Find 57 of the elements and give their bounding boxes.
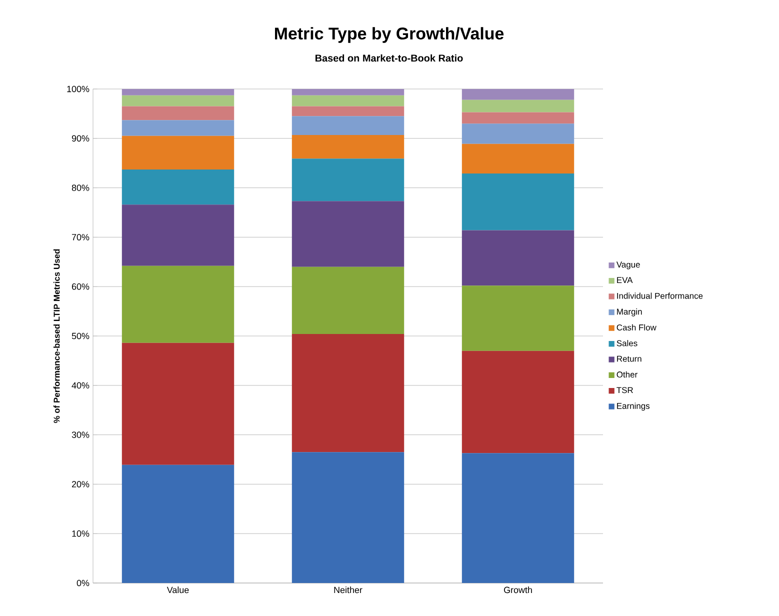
y-tick-label: 10% bbox=[72, 530, 90, 537]
bar bbox=[292, 334, 404, 452]
legend-label: Cash Flow bbox=[616, 324, 656, 330]
bar bbox=[462, 453, 574, 583]
x-tick-label: Neither bbox=[334, 586, 362, 594]
bar bbox=[462, 173, 574, 230]
x-tick-label: Growth bbox=[504, 586, 532, 594]
legend-label: TSR bbox=[616, 387, 633, 394]
bar bbox=[462, 230, 574, 286]
x-tick-label: Value bbox=[166, 586, 189, 594]
bar bbox=[462, 350, 574, 454]
bar bbox=[292, 452, 404, 583]
y-tick-label: 50% bbox=[72, 332, 90, 340]
legend-label: EVA bbox=[617, 277, 633, 283]
legend-label: Margin bbox=[617, 308, 642, 316]
legend-label: Individual Performance bbox=[617, 292, 703, 299]
bar bbox=[462, 112, 574, 124]
legend-label: Vague bbox=[616, 262, 640, 270]
bar bbox=[292, 106, 404, 116]
bar bbox=[462, 144, 574, 174]
bar bbox=[122, 136, 234, 170]
legend-label: Earnings bbox=[617, 402, 650, 411]
bar bbox=[462, 124, 574, 144]
y-tick-label: 0% bbox=[76, 580, 90, 586]
y-tick-label: 60% bbox=[72, 283, 90, 290]
bar bbox=[462, 88, 574, 100]
bar bbox=[122, 464, 234, 583]
y-tick-label: 90% bbox=[72, 135, 90, 142]
y-tick-label: 100% bbox=[67, 86, 90, 92]
legend-label: Return bbox=[617, 356, 642, 362]
bar bbox=[292, 95, 404, 106]
bar bbox=[292, 266, 404, 334]
y-tick-label: 40% bbox=[72, 382, 90, 389]
legend-label: Sales bbox=[616, 340, 638, 346]
chart-title: Metric Type by Growth/Value bbox=[275, 27, 504, 43]
bar bbox=[122, 342, 234, 465]
bar bbox=[292, 116, 404, 135]
bar bbox=[292, 88, 404, 96]
bar bbox=[122, 88, 234, 96]
y-tick-label: 20% bbox=[72, 481, 90, 488]
y-tick-label: 70% bbox=[72, 234, 90, 240]
bar bbox=[122, 204, 234, 266]
bar bbox=[292, 201, 404, 267]
bar bbox=[122, 266, 234, 343]
bar bbox=[122, 120, 234, 136]
bar bbox=[122, 106, 234, 120]
bar bbox=[292, 158, 404, 202]
y-tick-label: 80% bbox=[72, 184, 90, 191]
bar bbox=[122, 170, 234, 205]
bar bbox=[462, 286, 574, 351]
bar bbox=[462, 100, 574, 112]
y-tick-label: 30% bbox=[72, 432, 90, 438]
y-axis-title: % of Performance-based LTIP Metrics Used bbox=[53, 249, 60, 424]
chart-subtitle: Based on Market-to-Book Ratio bbox=[316, 54, 463, 62]
bar bbox=[122, 95, 234, 106]
legend-label: Other bbox=[616, 371, 638, 378]
bar bbox=[292, 134, 404, 159]
